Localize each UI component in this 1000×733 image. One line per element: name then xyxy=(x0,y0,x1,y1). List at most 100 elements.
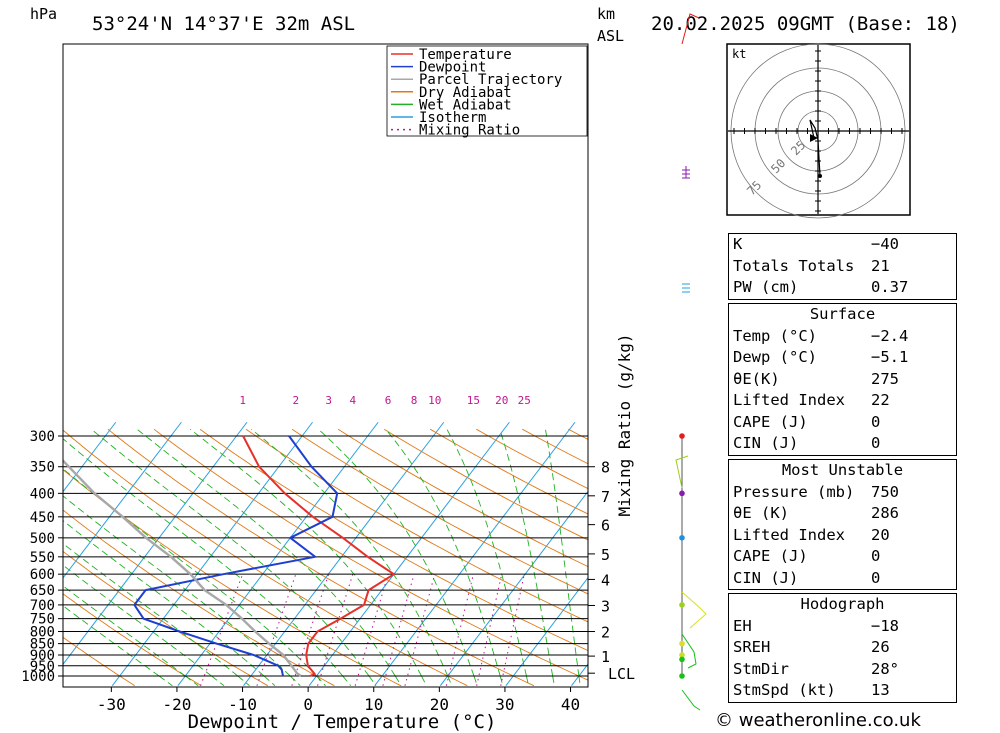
mu-row: CAPE (J) 0 xyxy=(729,546,956,568)
index-row-pw: PW (cm) 0.37 xyxy=(729,277,956,299)
wet-adiabat-line xyxy=(446,428,527,677)
storm-motion-marker xyxy=(810,134,818,142)
pressure-gridlines xyxy=(63,435,588,677)
temperature-tick-label: -30 xyxy=(97,695,126,714)
dry-adiabat-line xyxy=(107,428,535,687)
dry-adiabat-line xyxy=(245,428,588,623)
isotherm-line xyxy=(243,421,445,687)
dry-adiabat-line xyxy=(63,550,269,687)
value: 286 xyxy=(871,504,899,522)
wet-adiabat-line xyxy=(473,675,478,686)
wet-adiabat-line xyxy=(385,428,501,677)
pressure-tick-label: 850 xyxy=(30,637,55,653)
isotherm-line xyxy=(439,490,588,687)
wind-barb xyxy=(681,689,701,711)
wet-adiabat-line xyxy=(63,585,186,677)
dry-adiabat-line xyxy=(291,428,588,595)
wet-adiabat-line xyxy=(316,675,326,686)
temperature-tick-label: 10 xyxy=(364,695,383,714)
isotherm-line xyxy=(63,421,248,666)
temperature-tick-label: 0 xyxy=(303,695,313,714)
mixing-ratio-line xyxy=(445,574,474,686)
surface-row: Temp (°C) −2.4 xyxy=(729,326,956,348)
label: CAPE (J) xyxy=(733,547,808,565)
value: −5.1 xyxy=(871,348,909,366)
height-tick-label: 8 xyxy=(601,459,610,477)
value: 0 xyxy=(871,412,881,431)
hodo-row: StmDir 28° xyxy=(729,659,956,681)
pressure-tick-label: 350 xyxy=(30,460,55,476)
hodograph-title: Hodograph xyxy=(800,595,885,613)
label: Pressure (mb) xyxy=(733,482,855,501)
hodograph-point xyxy=(818,174,822,178)
parcel-trajectory-curve xyxy=(63,458,302,677)
legend-entry: Dry Adiabat xyxy=(419,85,512,101)
label: Lifted Index xyxy=(733,391,845,409)
height-tick-label: 7 xyxy=(601,488,610,506)
value: −40 xyxy=(871,235,899,253)
isotherm-line xyxy=(308,421,510,687)
pressure-tick-label: 600 xyxy=(30,567,55,583)
pressure-tick-label: 1000 xyxy=(21,669,55,685)
mixing-ratio-tick-label: 10 xyxy=(428,394,441,407)
wind-level-dot xyxy=(679,490,685,497)
pressure-tick-label: 500 xyxy=(30,531,55,547)
wind-level-dot xyxy=(679,602,685,608)
wet-adiabat-line xyxy=(499,429,554,677)
pressure-tick-label: 950 xyxy=(30,659,55,675)
value: −2.4 xyxy=(871,326,909,345)
x-axis-title: Dewpoint / Temperature (°C) xyxy=(188,711,497,733)
isotherm-line xyxy=(505,576,588,687)
pressure-tick-label: 300 xyxy=(30,429,55,445)
wind-level-dot xyxy=(679,673,685,679)
pressure-tick-label: 650 xyxy=(30,583,55,599)
mixing-ratio-tick-label: 25 xyxy=(518,394,531,407)
mixing-ratio-line xyxy=(256,574,297,686)
datetime-title: 20.02.2025 09GMT (Base: 18) xyxy=(651,13,960,35)
credit-link[interactable]: © weatheronline.co.uk xyxy=(715,710,921,731)
legend-entry: Dewpoint xyxy=(419,60,486,76)
value: 22 xyxy=(871,391,890,409)
value: 20 xyxy=(871,525,890,544)
height-tick-label: 4 xyxy=(601,571,610,589)
temperature-axis: -30 -20 -10 0 10 20 30 40 xyxy=(97,687,580,714)
value: 21 xyxy=(871,256,890,275)
wet-adiabat-line xyxy=(578,675,581,686)
legend-box xyxy=(386,45,588,137)
label: CIN (J) xyxy=(733,434,799,452)
value: 28° xyxy=(871,659,899,678)
dry-adiabat-line xyxy=(199,428,588,652)
wind-barb xyxy=(681,591,707,629)
mixing-ratio-tick-label: 1 xyxy=(239,394,246,407)
wet-adiabat-line xyxy=(263,675,276,687)
wet-adiabat-line xyxy=(394,675,402,686)
temperature-tick-label: 30 xyxy=(495,695,514,714)
indices-table: K −40 Totals Totals 21 PW (cm) 0.37 xyxy=(728,233,957,300)
label: Temp (°C) xyxy=(733,326,817,345)
dry-adiabat-line xyxy=(337,428,588,568)
label: CAPE (J) xyxy=(733,412,808,431)
mixing-ratio-tick-label: 15 xyxy=(467,394,480,407)
value: 13 xyxy=(871,681,890,699)
mixing-ratio-tick-label: 6 xyxy=(385,394,392,407)
location-title: 53°24'N 14°37'E 32m ASL xyxy=(92,13,355,35)
label: Lifted Index xyxy=(733,525,845,544)
hodo-row: SREH 26 xyxy=(729,637,956,659)
temperature-tick-label: 40 xyxy=(561,695,580,714)
dry-adiabat-line xyxy=(63,429,468,687)
dry-adiabat-line xyxy=(153,428,588,681)
value: 0 xyxy=(871,568,881,587)
label: StmSpd (kt) xyxy=(733,681,836,699)
mu-row: Lifted Index 20 xyxy=(729,525,956,547)
mixing-ratio-line xyxy=(404,574,436,686)
wind-level-dot xyxy=(679,656,685,663)
dry-adiabat-line xyxy=(383,428,588,541)
isotherm-line xyxy=(111,421,313,687)
mixing-ratio-tick-label: 20 xyxy=(495,394,508,407)
surface-row: CAPE (J) 0 xyxy=(729,412,956,434)
wind-barb xyxy=(681,13,700,45)
height-tick-label: 2 xyxy=(601,624,610,642)
wet-adiabat-line xyxy=(63,564,212,677)
